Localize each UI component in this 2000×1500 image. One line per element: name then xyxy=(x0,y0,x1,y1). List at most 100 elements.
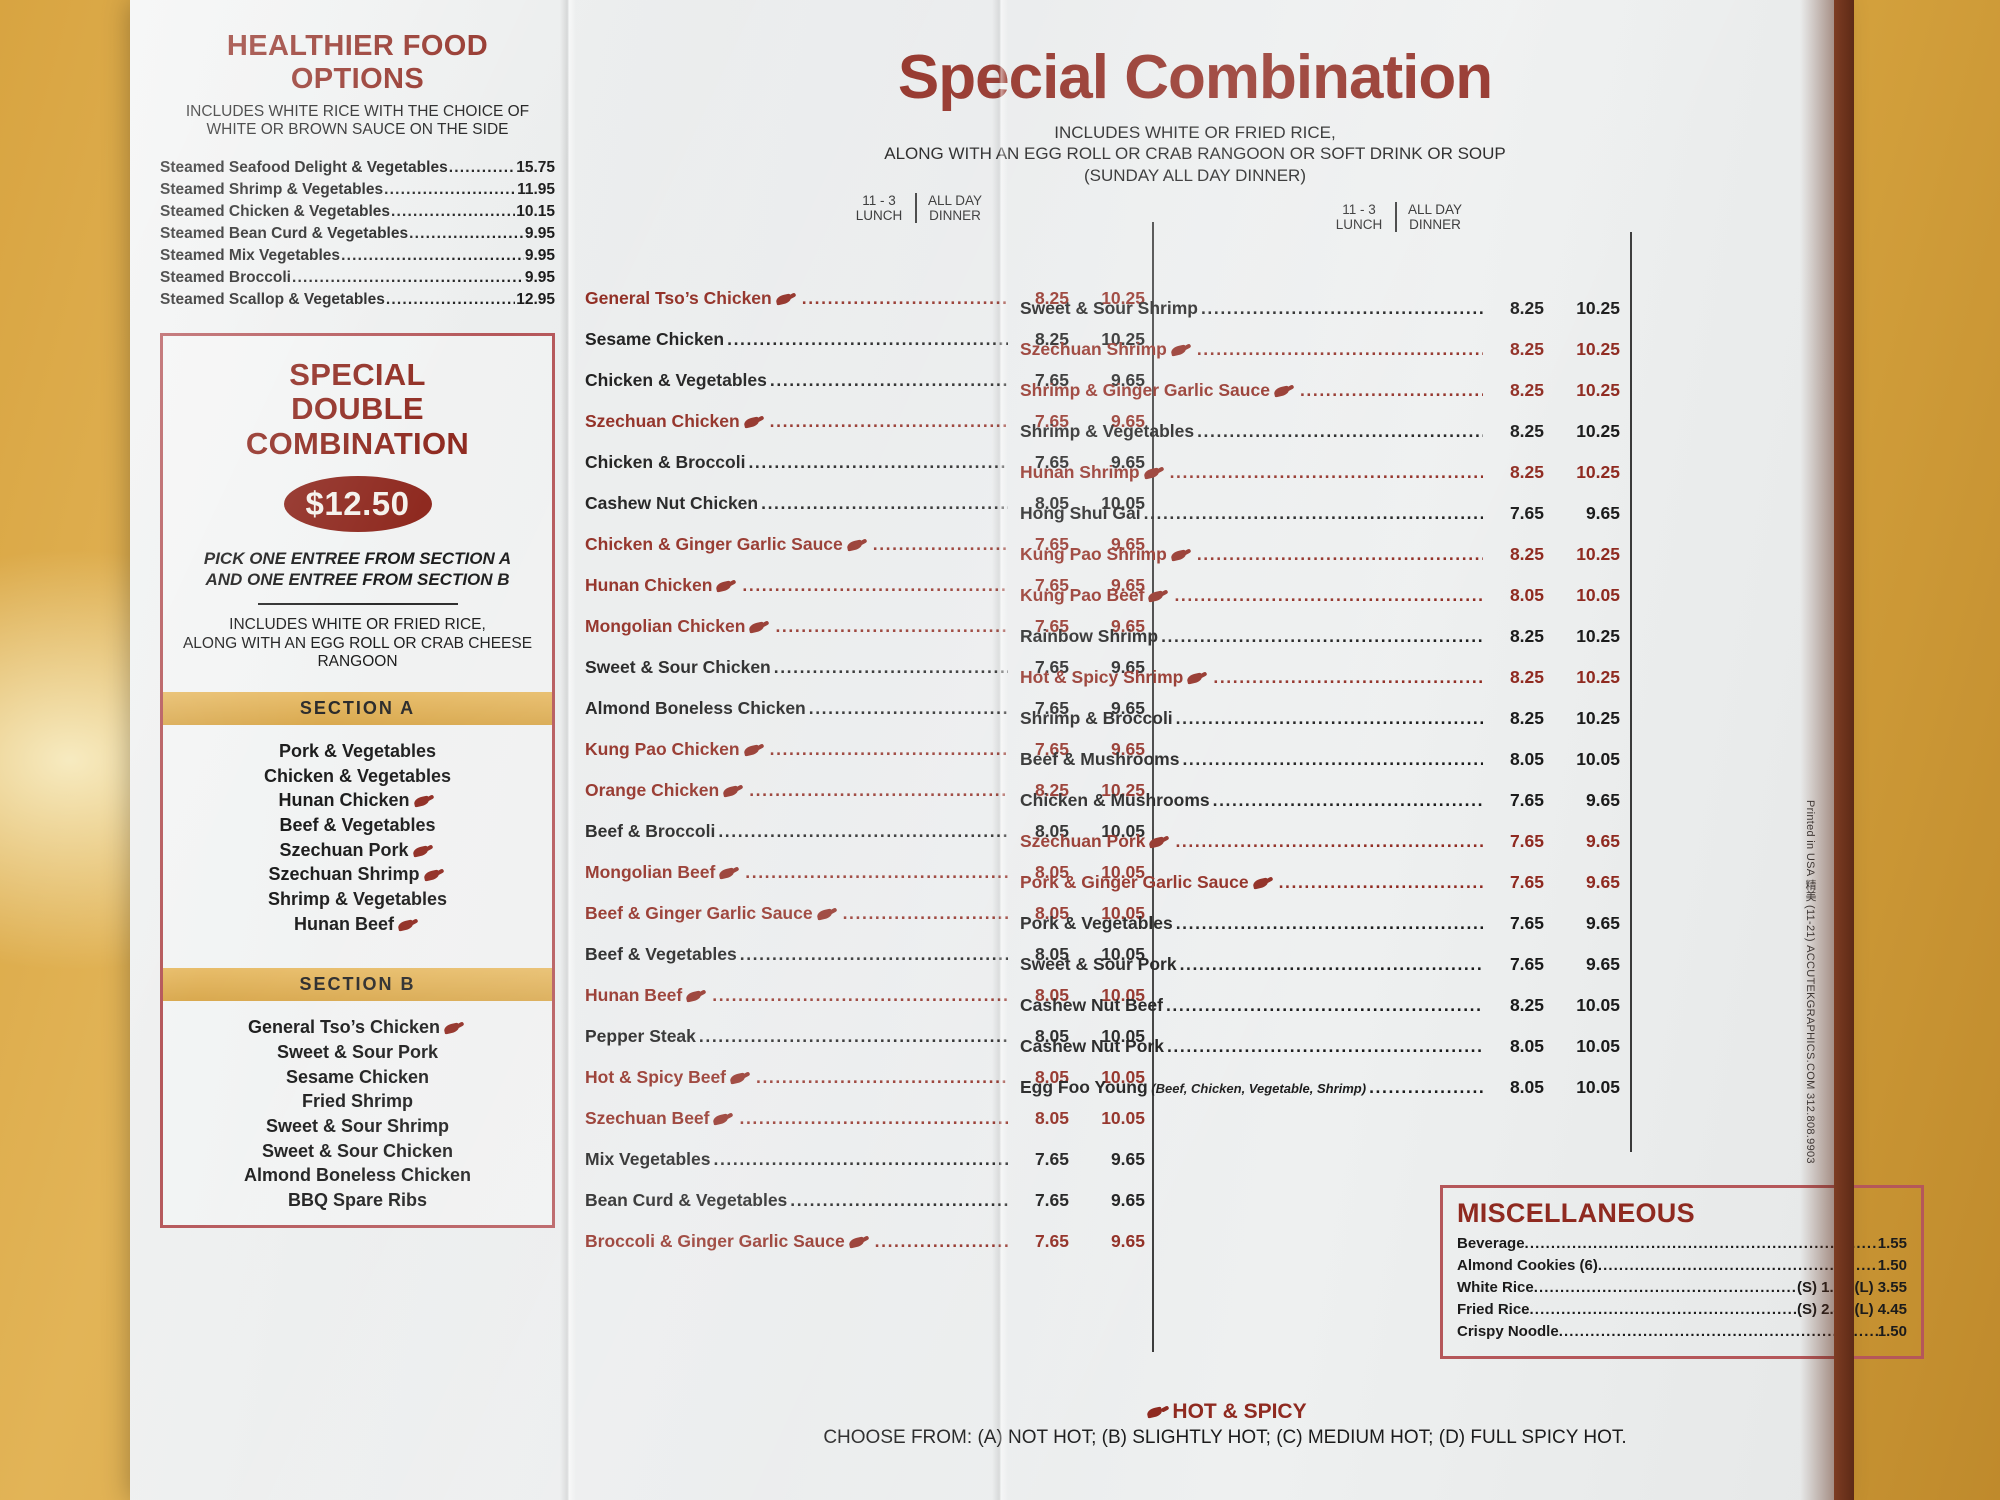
double-combo-instructions: PICK ONE ENTREE FROM SECTION A AND ONE E… xyxy=(203,548,512,589)
item-name: Hunan Beef xyxy=(585,985,709,1006)
chili-icon xyxy=(1148,591,1168,602)
special-combination-title: Special Combination xyxy=(897,43,1493,112)
leader-dots: ........................................… xyxy=(385,290,515,308)
lunch-price: 8.25 xyxy=(1034,288,1069,308)
leader-dots: ........................................… xyxy=(1143,503,1483,523)
item-name: Szechuan Chicken xyxy=(585,411,767,432)
section-b-items: General Tso’s Chicken Sweet & Sour Pork Se… xyxy=(179,1001,536,1224)
combo-item: Mongolian Chicken.......................… xyxy=(585,616,1145,657)
lunch-price: 8.05 xyxy=(1509,1036,1544,1056)
item-name: Rainbow Shrimp xyxy=(1020,626,1159,646)
dinner-price: 10.05 xyxy=(1576,995,1620,1015)
item-name: Pepper Steak xyxy=(585,1026,696,1046)
item-name: Steamed Broccoli xyxy=(160,268,291,286)
lunch-price: 7.65 xyxy=(1509,831,1544,851)
combo-item: Cashew Nut Chicken......................… xyxy=(585,493,1145,534)
dinner-price: 10.05 xyxy=(1101,821,1145,841)
lunch-price: 7.65 xyxy=(1509,913,1544,933)
leader-dots: ........................................… xyxy=(712,985,1008,1005)
chili-icon xyxy=(744,745,764,756)
healthier-title: HEALTHIER FOOD OPTIONS xyxy=(226,30,489,95)
item-name: Kung Pao Chicken xyxy=(585,739,767,760)
double-combination-box: SPECIAL DOUBLE COMBINATION $12.50 PICK O… xyxy=(160,332,555,1228)
combo-item: Chicken & Mushrooms.....................… xyxy=(1020,790,1620,831)
dinner-price: 9.65 xyxy=(1110,370,1145,390)
item-name: Broccoli & Ginger Garlic Sauce xyxy=(585,1231,872,1252)
section-item: Almond Boneless Chicken xyxy=(243,1165,472,1186)
combo-item: Bean Curd & Vegetables..................… xyxy=(585,1190,1145,1231)
fold-line-left xyxy=(560,0,576,1500)
dinner-price: 10.25 xyxy=(1101,288,1145,308)
dinner-price: 10.25 xyxy=(1576,380,1620,400)
lunch-price: 7.65 xyxy=(1509,790,1544,810)
healthier-item: Steamed Scallop & Vegetables............… xyxy=(160,289,555,311)
dinner-price: 10.25 xyxy=(1576,298,1620,318)
leader-dots: ........................................… xyxy=(769,411,1008,431)
dinner-price: 10.05 xyxy=(1101,1026,1145,1046)
miscellaneous-title: MISCELLANEOUS xyxy=(1457,1198,1695,1228)
chili-icon xyxy=(424,870,444,881)
leader-dots: ........................................… xyxy=(1278,872,1483,892)
dinner-price: 10.25 xyxy=(1576,708,1620,728)
lunch-price: 7.65 xyxy=(1034,575,1069,595)
chili-icon xyxy=(716,581,736,592)
combo-item: Mongolian Beef..........................… xyxy=(585,862,1145,903)
healthier-items: Steamed Seafood Delight & Vegetables....… xyxy=(160,157,555,311)
combo-item: Shrimp & Ginger Garlic Sauce............… xyxy=(1020,380,1620,421)
leader-dots: ........................................… xyxy=(1175,831,1483,851)
combo-item: Cashew Nut Beef.........................… xyxy=(1020,995,1620,1036)
leader-dots: ........................................… xyxy=(1175,708,1483,728)
lunch-price: 8.25 xyxy=(1509,667,1544,687)
section-item: Sweet & Sour Pork xyxy=(276,1041,439,1062)
dinner-price: 10.25 xyxy=(1576,667,1620,687)
special-combination-subtitle: INCLUDES WHITE OR FRIED RICE, ALONG WITH… xyxy=(884,123,1506,185)
section-item: General Tso’s Chicken xyxy=(179,1015,536,1040)
dinner-price: 10.25 xyxy=(1101,329,1145,349)
leader-dots: ........................................… xyxy=(1166,1036,1483,1056)
section-item: Szechuan Pork xyxy=(179,838,536,863)
lunch-price: 7.65 xyxy=(1509,954,1544,974)
dinner-price: 9.65 xyxy=(1110,1149,1145,1169)
item-name: Sweet & Sour Pork xyxy=(1020,954,1177,974)
dinner-price: 10.05 xyxy=(1101,862,1145,882)
chili-icon xyxy=(444,1023,464,1034)
healthier-subtitle: INCLUDES WHITE RICE WITH THE CHOICE OF WH… xyxy=(185,103,530,139)
lunch-price: 8.25 xyxy=(1509,708,1544,728)
lunch-price: 7.65 xyxy=(1034,1149,1069,1169)
leader-dots: ........................................… xyxy=(1169,462,1483,482)
menu-sheet: HEALTHIER FOOD OPTIONS INCLUDES WHITE RI… xyxy=(130,0,1924,1500)
combo-item: Broccoli & Ginger Garlic Sauce..........… xyxy=(585,1231,1145,1272)
item-name: Crispy Noodle xyxy=(1457,1322,1559,1340)
chili-icon xyxy=(1147,1407,1169,1419)
item-name: Pork & Vegetables xyxy=(1020,913,1173,933)
item-name: Szechuan Shrimp xyxy=(1020,339,1194,360)
combo-item: Almond Boneless Chicken.................… xyxy=(585,698,1145,739)
lunch-price: 7.65 xyxy=(1034,452,1069,472)
chili-icon xyxy=(414,796,434,807)
item-name: Mongolian Chicken xyxy=(585,616,772,637)
combo-item: Kung Pao Beef...........................… xyxy=(1020,585,1620,626)
item-name: Egg Foo Young (Beef, Chicken, Vegetable,… xyxy=(1020,1077,1367,1097)
combo-item: Shrimp & Vegetables.....................… xyxy=(1020,421,1620,462)
dinner-price: 10.05 xyxy=(1101,903,1145,923)
section-item: Sweet & Sour Chicken xyxy=(261,1140,454,1161)
combo-item: Szechuan Shrimp.........................… xyxy=(1020,339,1620,380)
item-name: Bean Curd & Vegetables xyxy=(585,1190,788,1210)
item-name: Almond Boneless Chicken xyxy=(585,698,806,718)
lunch-price: 8.25 xyxy=(1509,462,1544,482)
leader-dots: ........................................… xyxy=(1529,1300,1797,1318)
section-item: Sesame Chicken xyxy=(285,1066,430,1087)
healthier-item: Steamed Chicken & Vegetables............… xyxy=(160,201,555,223)
price-divider-right xyxy=(1630,232,1632,1152)
chili-icon xyxy=(1274,386,1294,397)
chili-icon xyxy=(686,991,706,1002)
chili-icon xyxy=(1144,468,1164,479)
section-item: Hunan Chicken xyxy=(179,788,536,813)
chili-icon xyxy=(1171,345,1191,356)
item-name: Steamed Bean Curd & Vegetables xyxy=(160,224,409,242)
dinner-price: 10.25 xyxy=(1576,339,1620,359)
lunch-price: 8.05 xyxy=(1034,862,1069,882)
healthier-item: Steamed Shrimp & Vegetables.............… xyxy=(160,179,555,201)
item-name: Beef & Mushrooms xyxy=(1020,749,1180,769)
item-price: 15.75 xyxy=(516,158,555,176)
